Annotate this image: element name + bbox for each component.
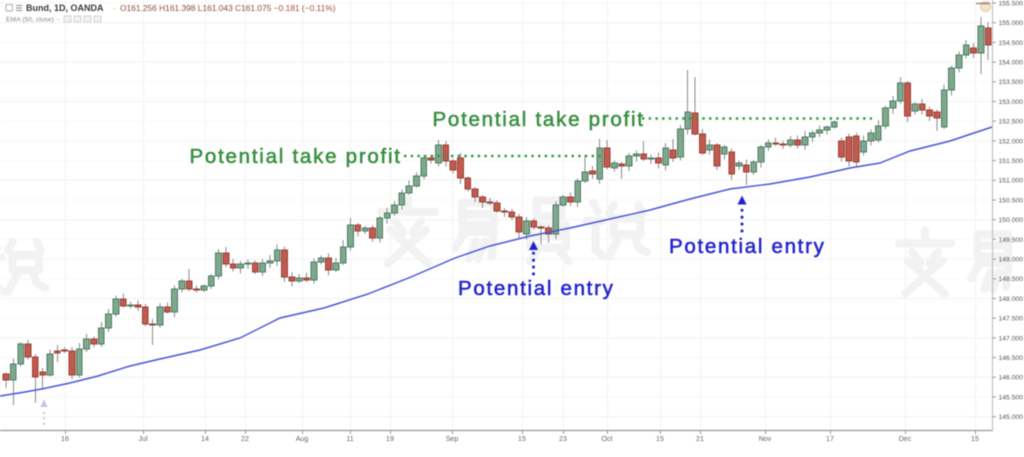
svg-text:152.000: 152.000 — [999, 138, 1024, 145]
svg-text:155.000: 155.000 — [999, 20, 1024, 27]
svg-text:150.500: 150.500 — [999, 197, 1024, 204]
svg-text:148.000: 148.000 — [999, 296, 1024, 303]
svg-text:Potential take profit: Potential take profit — [433, 108, 645, 131]
svg-text:Potential take profit: Potential take profit — [190, 145, 402, 168]
svg-text:149.500: 149.500 — [999, 237, 1024, 244]
svg-text:19: 19 — [386, 435, 394, 443]
svg-text:Nov: Nov — [759, 435, 772, 443]
svg-text:15: 15 — [518, 435, 526, 443]
svg-text:146.500: 146.500 — [999, 355, 1024, 362]
svg-text:145.000: 145.000 — [999, 414, 1024, 421]
svg-text:151.500: 151.500 — [999, 158, 1024, 165]
svg-text:151.000: 151.000 — [999, 178, 1024, 185]
svg-text:147.000: 147.000 — [999, 335, 1024, 342]
svg-text:11: 11 — [346, 435, 353, 443]
svg-text:154.000: 154.000 — [999, 60, 1024, 67]
svg-text:Sep: Sep — [446, 435, 459, 443]
svg-text:Bund, 1D, OANDA: Bund, 1D, OANDA — [26, 3, 104, 13]
svg-text:O161.256 H161.398 L161.043: O161.256 H161.398 L161.043 C161.075 −0.1… — [120, 3, 336, 13]
svg-text:15: 15 — [971, 435, 979, 443]
svg-text:Oct: Oct — [601, 435, 612, 443]
svg-text:EMA (50, close): EMA (50, close) — [6, 17, 54, 24]
svg-text:17: 17 — [826, 435, 834, 443]
svg-text:145.500: 145.500 — [999, 394, 1024, 401]
svg-text:153.000: 153.000 — [999, 99, 1024, 106]
svg-text:Potential entry: Potential entry — [669, 235, 826, 258]
svg-text:16: 16 — [61, 435, 69, 443]
svg-text:150.000: 150.000 — [999, 217, 1024, 224]
svg-text:22: 22 — [241, 435, 249, 443]
svg-text:152.500: 152.500 — [999, 119, 1024, 126]
svg-text:~: ~ — [56, 17, 60, 24]
svg-text:Jul: Jul — [138, 435, 147, 443]
svg-text:153.500: 153.500 — [999, 79, 1024, 86]
svg-text:15: 15 — [656, 435, 664, 443]
svg-text:·: · — [113, 3, 116, 13]
svg-text:154.500: 154.500 — [999, 40, 1024, 47]
svg-text:14: 14 — [201, 435, 209, 443]
svg-text:21: 21 — [696, 435, 704, 443]
svg-text:148.500: 148.500 — [999, 276, 1024, 283]
svg-text:Dec: Dec — [899, 435, 912, 443]
svg-text:147.500: 147.500 — [999, 316, 1024, 323]
svg-text:Aug: Aug — [296, 435, 309, 443]
svg-text:Potential entry: Potential entry — [458, 277, 615, 300]
svg-text:149.000: 149.000 — [999, 257, 1024, 264]
svg-text:146.000: 146.000 — [999, 375, 1024, 382]
svg-text:23: 23 — [559, 435, 567, 443]
svg-text:155.500: 155.500 — [999, 0, 1024, 7]
